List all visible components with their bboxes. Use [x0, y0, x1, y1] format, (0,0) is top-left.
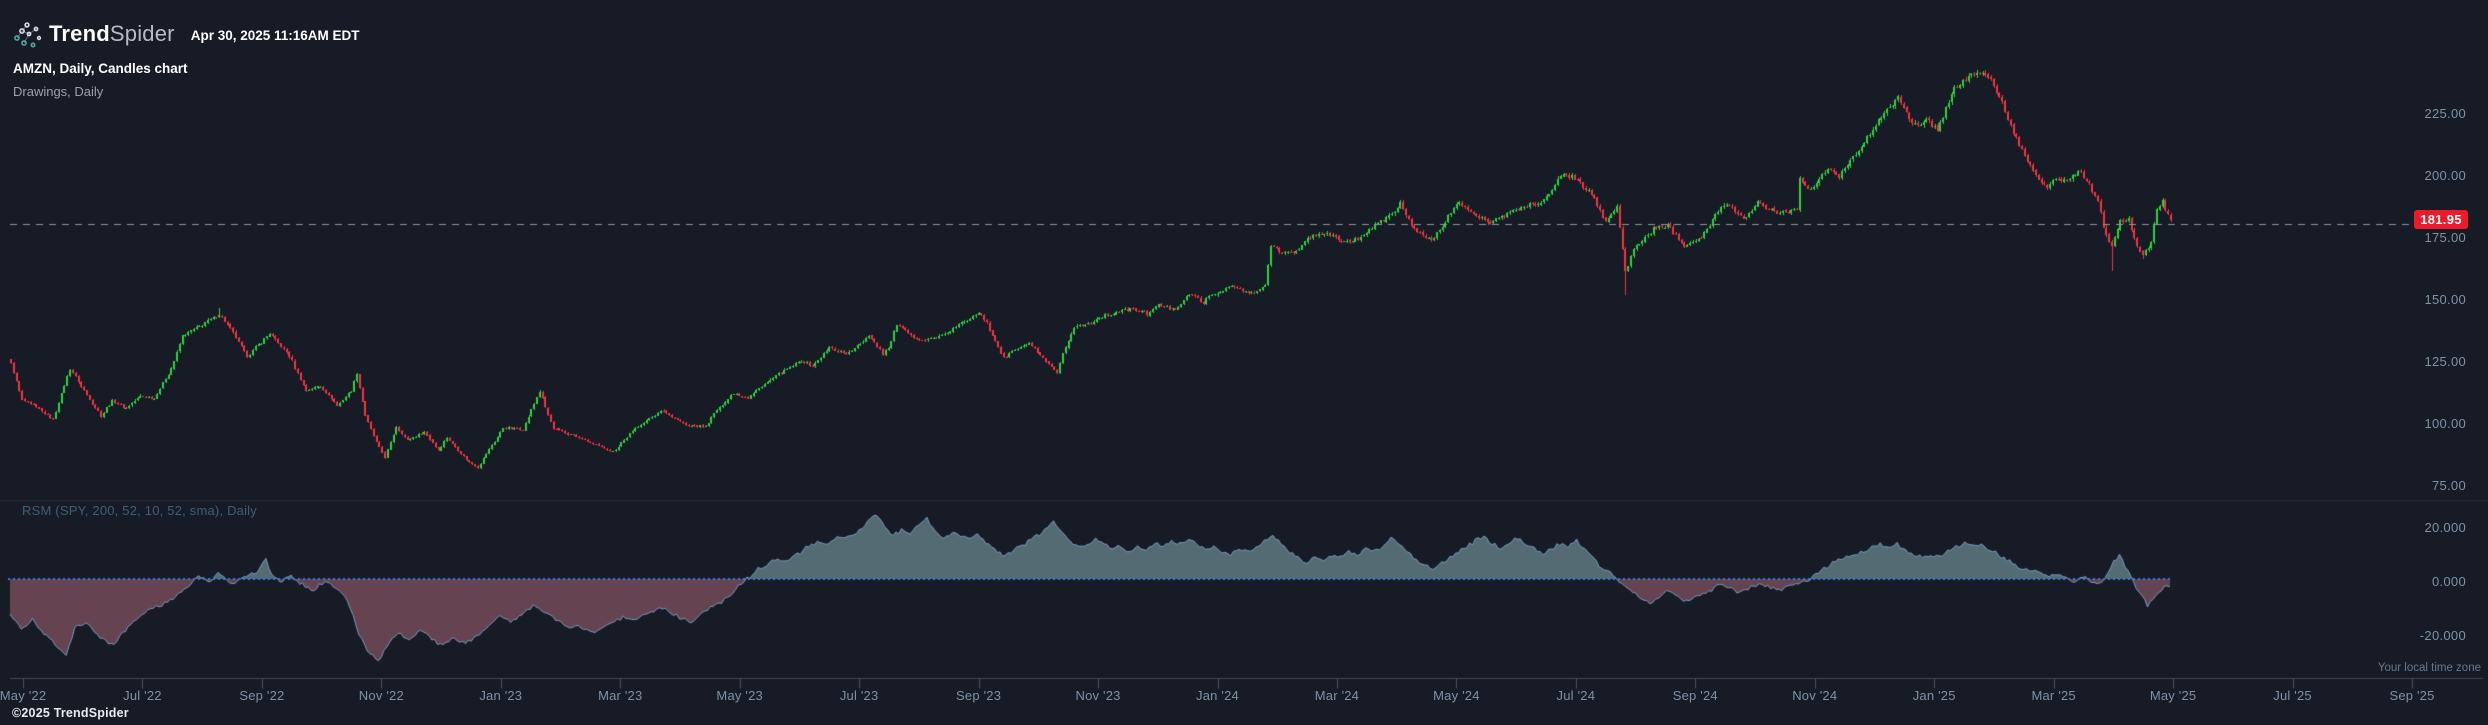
copyright: ©2025 TrendSpider: [12, 706, 129, 720]
current-price-badge: 181.95: [2414, 210, 2468, 230]
timezone-note: Your local time zone: [2377, 662, 2481, 674]
indicator-label[interactable]: RSM (SPY, 200, 52, 10, 52, sma), Daily: [22, 503, 257, 518]
